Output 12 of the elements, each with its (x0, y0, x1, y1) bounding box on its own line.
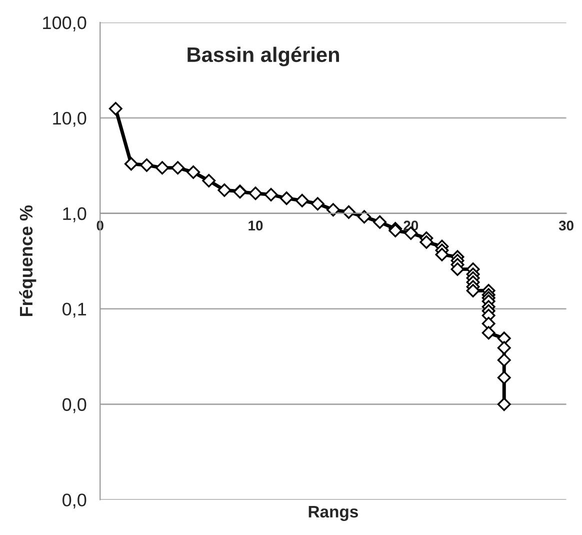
text: Bassin algérien (188, 46, 339, 66)
y-tick-label: 10,0 (53, 112, 86, 127)
x-tick-label: 30 (558, 220, 574, 231)
x-axis-title: Rangs (308, 506, 358, 521)
x-tick-label: 10 (248, 220, 263, 231)
y-tick-label: 0,1 (62, 302, 86, 318)
y-tick-label: 0,0 (62, 494, 86, 509)
y-tick-label: 1,0 (63, 207, 86, 222)
x-tick-label: 0 (96, 220, 104, 231)
y-axis-title: Fréquence % (19, 205, 36, 316)
y-tick-label: 0,0 (62, 398, 86, 414)
y-tick-label: 100,0 (43, 16, 86, 32)
